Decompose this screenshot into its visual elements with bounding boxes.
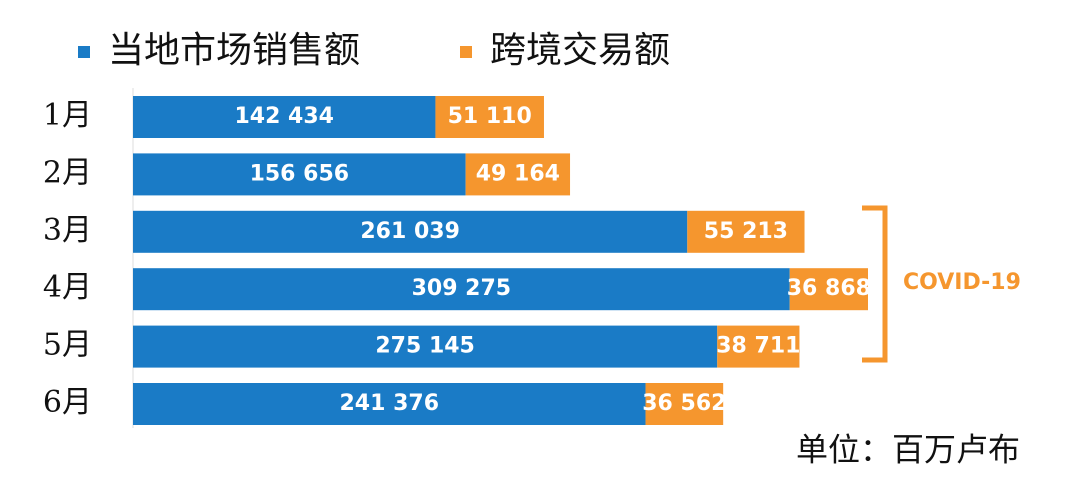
value-label: 142 434 (234, 104, 334, 129)
bar-segment (133, 268, 790, 311)
value-label: 38 711 (716, 334, 800, 359)
annotation: COVID-19 (903, 270, 1021, 295)
value-label: 49 164 (476, 161, 560, 186)
bar-segment (687, 210, 805, 253)
y-tick-label: 4月 (43, 270, 92, 305)
value-label: 309 275 (412, 276, 512, 301)
value-label: 275 145 (375, 334, 475, 359)
legend-label: 当地市场销售额 (108, 30, 360, 71)
value-label: 36 562 (642, 391, 726, 416)
y-tick-label: 2月 (43, 155, 92, 190)
bar-segment (465, 153, 571, 196)
bar-segment (133, 96, 436, 138)
legend-label: 跨境交易额 (490, 30, 670, 71)
y-tick-label: 6月 (43, 385, 92, 420)
y-tick-label: 3月 (43, 213, 92, 248)
bar-segment (435, 96, 544, 138)
y-tick-label: 1月 (43, 98, 92, 133)
y-tick-label: 5月 (43, 328, 92, 363)
bar-segment (133, 325, 718, 368)
value-label: 261 039 (360, 219, 460, 244)
legend-swatch (78, 46, 90, 58)
bar-segment (645, 383, 724, 425)
bar-segment (133, 210, 688, 253)
value-label: 55 213 (704, 219, 788, 244)
unit-note: 单位：百万卢布 (796, 431, 1020, 469)
bar-segment (133, 153, 466, 196)
bar-segment (789, 268, 868, 311)
legend-swatch (460, 46, 472, 58)
bar-segment (717, 325, 800, 368)
value-label: 156 656 (250, 161, 350, 186)
bar-segment (133, 383, 646, 425)
covid-bracket (862, 205, 888, 363)
value-label: 241 376 (340, 391, 440, 416)
value-label: 51 110 (448, 104, 532, 129)
value-label: 36 868 (787, 276, 871, 301)
